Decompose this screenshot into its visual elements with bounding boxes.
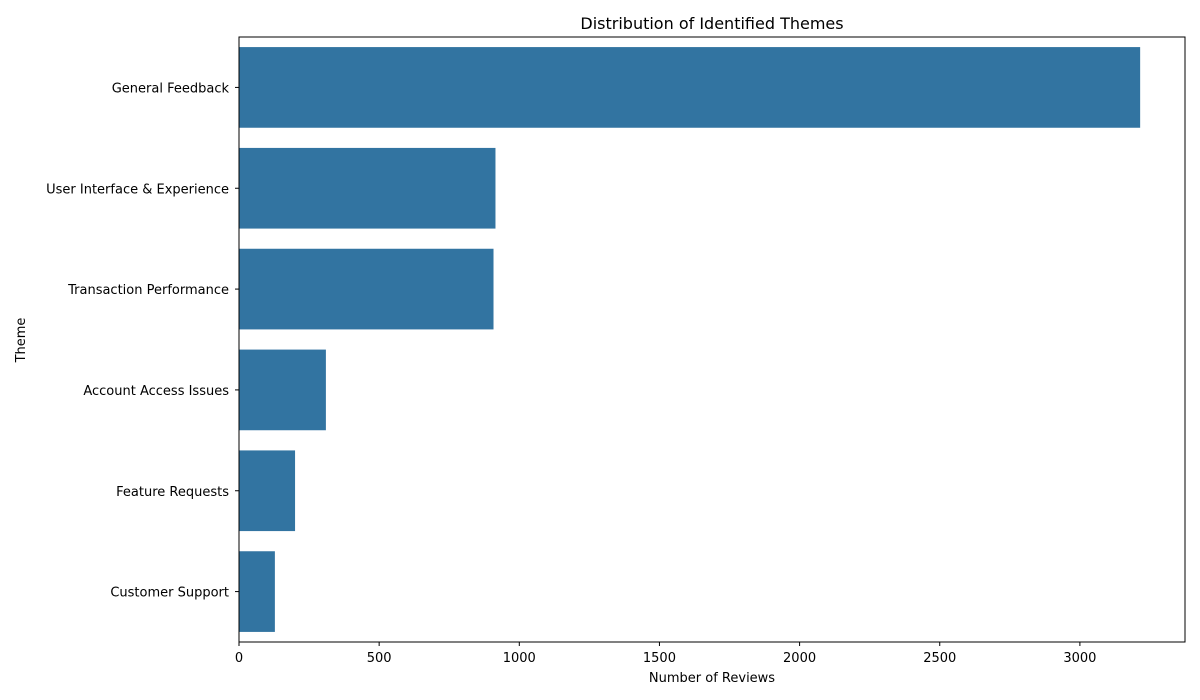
y-tick-label: Feature Requests xyxy=(116,485,229,500)
bar-0 xyxy=(239,47,1141,128)
y-tick-label: Transaction Performance xyxy=(67,283,229,298)
x-tick-label: 0 xyxy=(235,651,243,666)
x-tick-label: 1000 xyxy=(503,651,536,666)
bar-2 xyxy=(239,248,494,330)
chart-title: Distribution of Identified Themes xyxy=(580,14,843,33)
bar-3 xyxy=(239,349,326,431)
y-tick-label: User Interface & Experience xyxy=(46,182,229,197)
bar-5 xyxy=(239,551,275,632)
x-axis-ticks: 0 500 1000 1500 2000 2500 3000 xyxy=(235,642,1096,666)
y-tick-label: Account Access Issues xyxy=(83,384,229,399)
bar-1 xyxy=(239,147,496,229)
bar-4 xyxy=(239,450,296,532)
y-tick-label: Customer Support xyxy=(110,586,229,601)
plot-frame xyxy=(238,36,1186,643)
x-tick-label: 2500 xyxy=(923,651,956,666)
bars-group xyxy=(239,47,1141,632)
x-tick-label: 500 xyxy=(367,651,392,666)
y-tick-label: General Feedback xyxy=(112,81,230,96)
x-tick-label: 3000 xyxy=(1063,651,1096,666)
x-tick-label: 1500 xyxy=(643,651,676,666)
x-tick-label: 2000 xyxy=(783,651,816,666)
x-axis-label: Number of Reviews xyxy=(649,671,775,686)
y-axis-label: Theme xyxy=(14,318,29,364)
y-axis-ticks: General Feedback User Interface & Experie… xyxy=(46,81,239,601)
